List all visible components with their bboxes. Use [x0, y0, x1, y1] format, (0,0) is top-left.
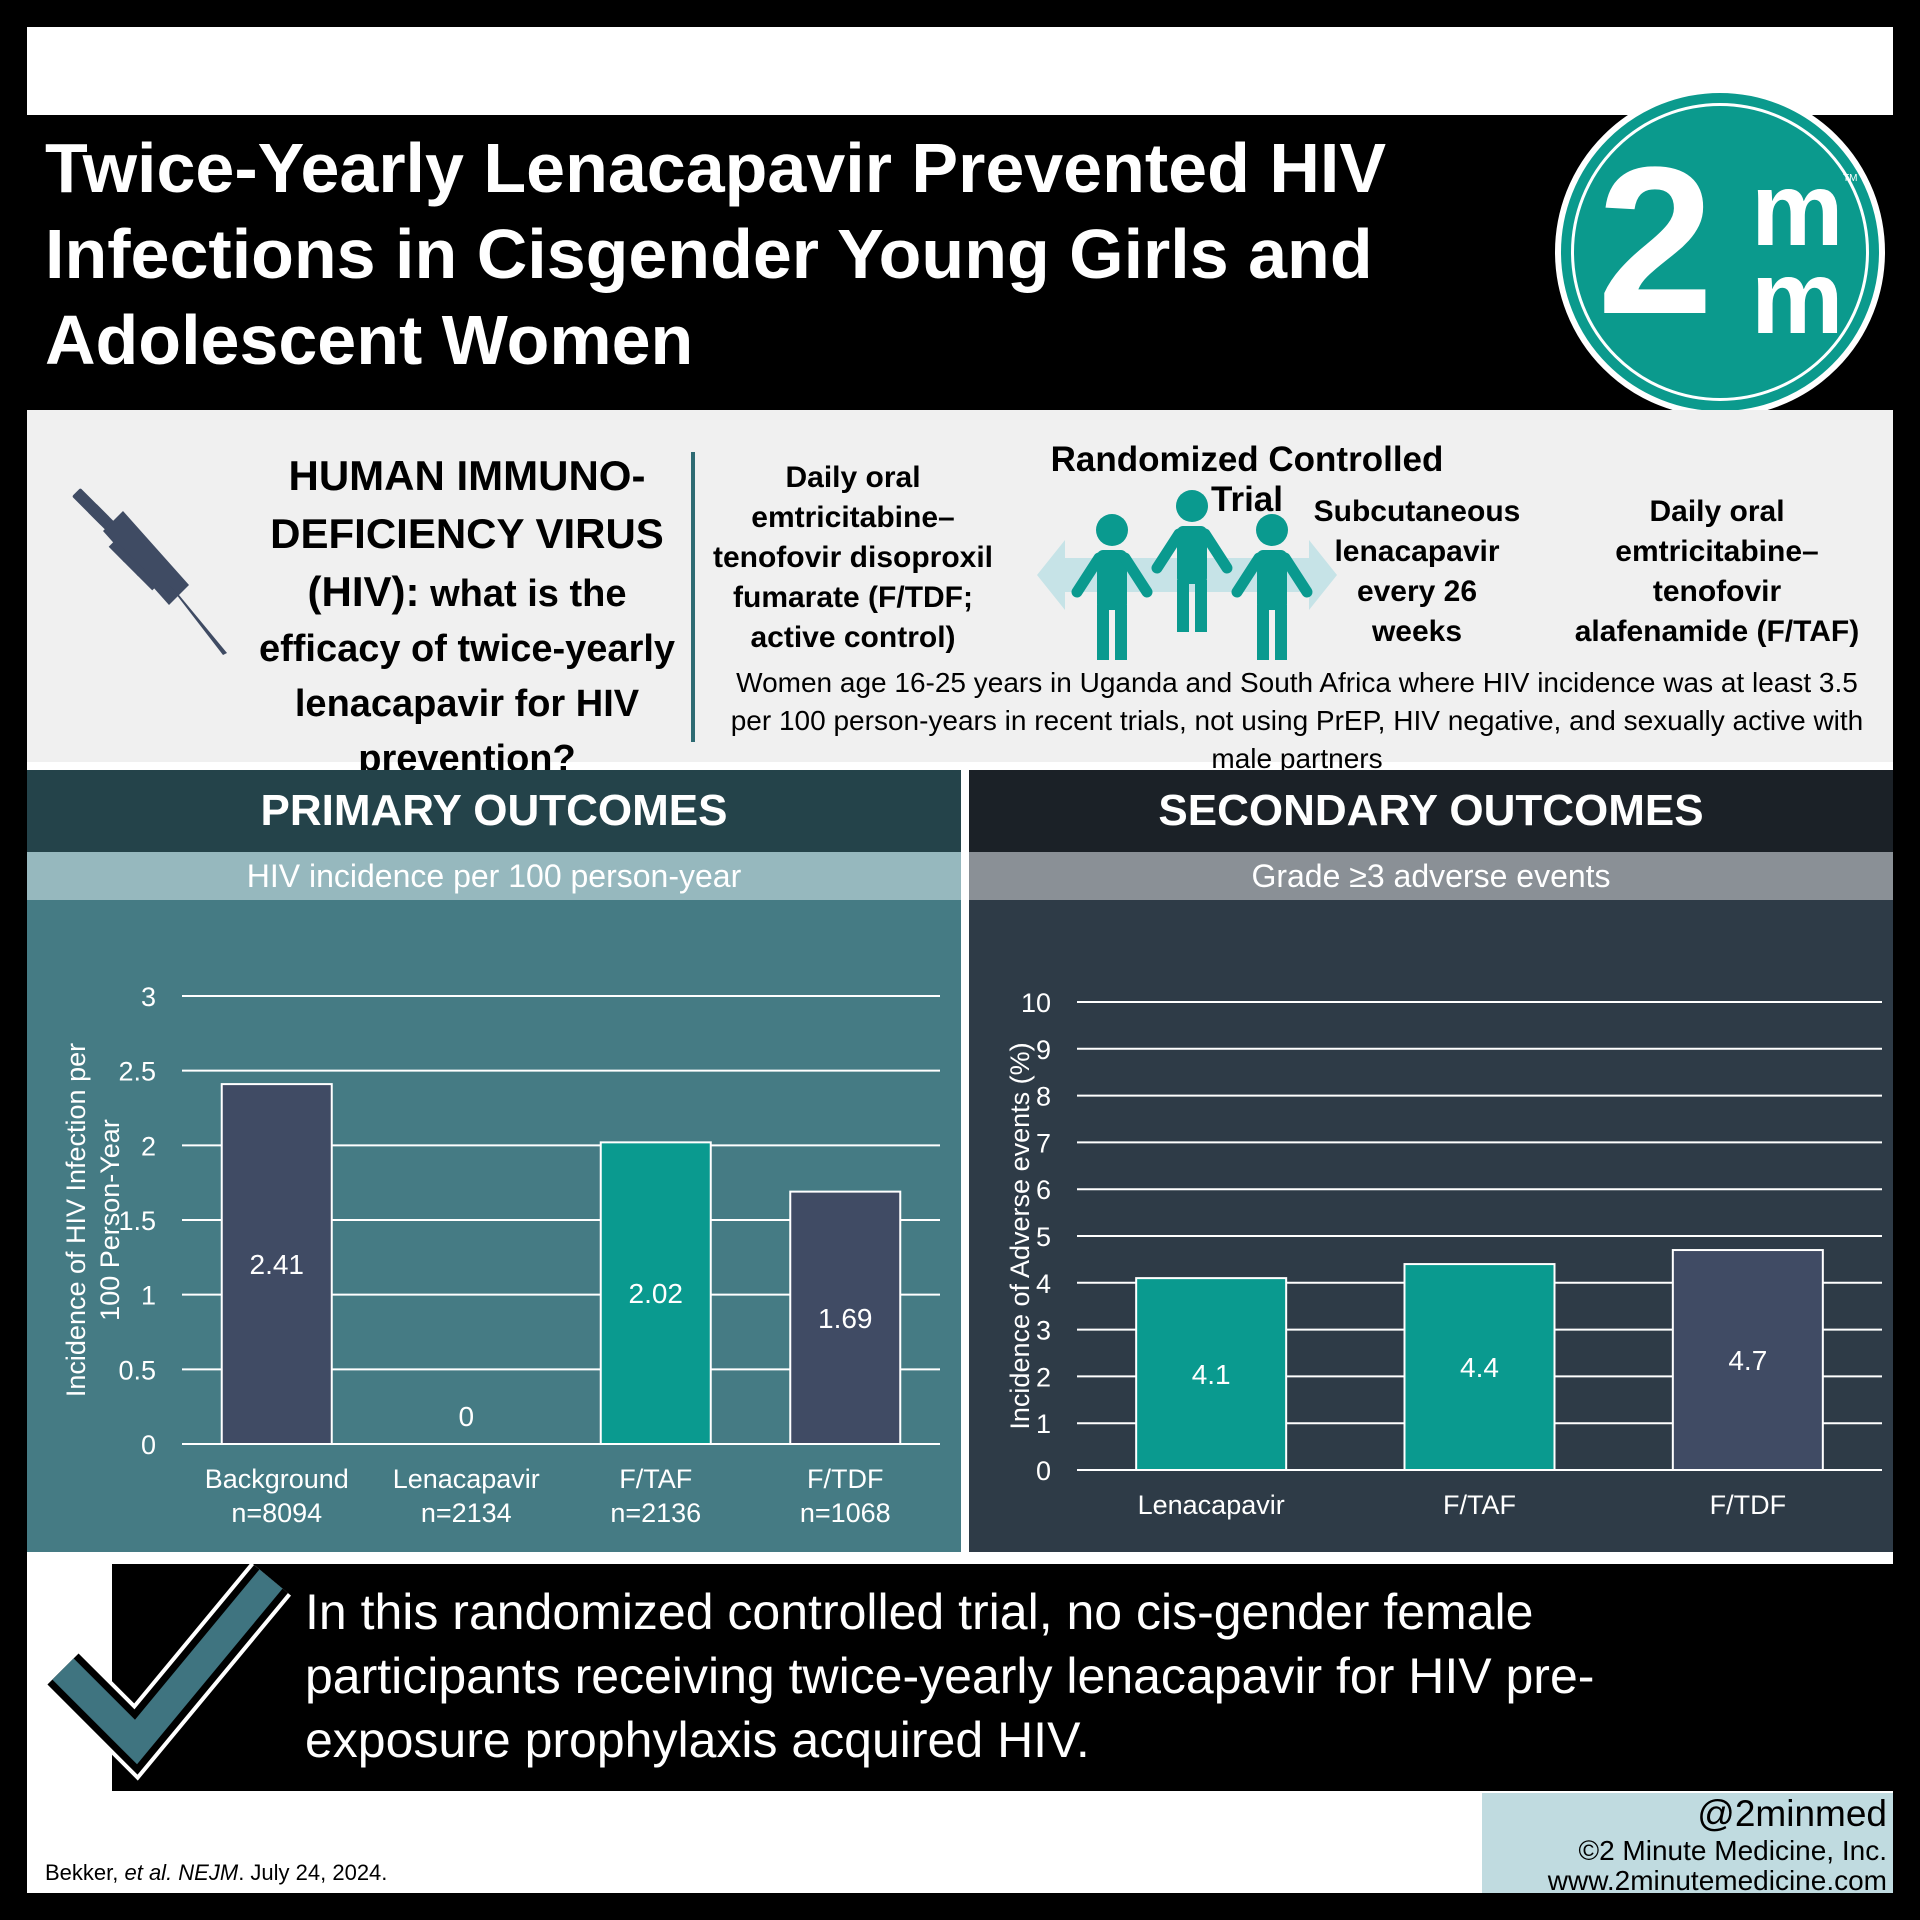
logo-ring [1571, 103, 1869, 401]
secondary-ytick-label: 7 [1036, 1128, 1051, 1158]
info-divider [691, 452, 695, 742]
citation-author: Bekker, [45, 1860, 125, 1885]
arm-ftdf: Daily oral emtricitabine–tenofovir disop… [712, 461, 994, 654]
conclusion-text: In this randomized controlled trial, no … [305, 1584, 1595, 1768]
population-description: Women age 16-25 years in Uganda and Sout… [730, 667, 1864, 774]
conclusion-banner: In this randomized controlled trial, no … [112, 1564, 1893, 1791]
primary-ytick-label: 1 [141, 1281, 156, 1311]
social-handle: @2minmed [1697, 1793, 1887, 1834]
primary-yaxis-title: Incidence of HIV Infection per [61, 1043, 91, 1397]
secondary-outcomes-subheading: Grade ≥3 adverse events [969, 852, 1893, 900]
secondary-category-label: F/TDF [1710, 1490, 1786, 1520]
study-design: Randomized Controlled Trial [1050, 440, 1444, 519]
primary-outcomes-subheading: HIV incidence per 100 person-year [27, 852, 961, 900]
primary-category-label: Lenacapavir [393, 1464, 540, 1494]
study-info-panel: HUMAN IMMUNO-DEFICIENCY VIRUS (HIV): wha… [27, 410, 1893, 780]
secondary-bar-f-taf [1403, 1263, 1556, 1471]
primary-bar-background [220, 1083, 333, 1446]
secondary-ytick-label: 10 [1021, 988, 1051, 1018]
primary-ytick-label: 0.5 [118, 1355, 156, 1385]
citation: Bekker, et al. NEJM. July 24, 2024. [45, 1860, 387, 1886]
primary-ytick-label: 1.5 [118, 1206, 156, 1236]
primary-category-label: Background [205, 1464, 349, 1494]
secondary-category-label: Lenacapavir [1138, 1490, 1285, 1520]
primary-category-sublabel: n=8094 [231, 1498, 322, 1528]
secondary-bar-lenacapavir [1135, 1277, 1288, 1471]
secondary-data-label: 4.1 [1192, 1359, 1231, 1390]
secondary-ytick-label: 1 [1036, 1409, 1051, 1439]
secondary-yaxis-title: Incidence of Adverse events (%) [1005, 1042, 1035, 1429]
website-url[interactable]: www.2minutemedicine.com [1547, 1865, 1887, 1896]
primary-data-label: 2.41 [250, 1249, 305, 1280]
arm-ftaf: Daily oral emtricitabine–tenofovir alafe… [1574, 495, 1860, 648]
primary-data-label: 2.02 [629, 1278, 684, 1309]
primary-yaxis-title: 100 Person-Year [95, 1119, 125, 1321]
primary-category-sublabel: n=1068 [800, 1498, 891, 1528]
logo-letter-top: m [1751, 152, 1844, 268]
primary-ytick-label: 2.5 [118, 1057, 156, 1087]
page-title: Twice-Yearly Lenacapavir Prevented HIV I… [45, 129, 1387, 379]
copyright-notice: ©2 Minute Medicine, Inc. [1578, 1835, 1887, 1866]
logo-trademark: TM [1843, 173, 1858, 184]
research-question: HUMAN IMMUNO-DEFICIENCY VIRUS (HIV): wha… [232, 448, 702, 787]
secondary-data-label: 4.7 [1728, 1345, 1767, 1376]
logo-letter-bottom: m [1751, 240, 1844, 356]
secondary-ytick-label: 4 [1036, 1269, 1051, 1299]
citation-journal: et al. NEJM [124, 1860, 239, 1885]
primary-category-sublabel: n=2136 [610, 1498, 701, 1528]
primary-category-label: F/TAF [619, 1464, 692, 1494]
arm-lenacapavir: Subcutaneous lenacapavir every 26 weeks [1313, 495, 1521, 648]
checkmark-icon [44, 1562, 292, 1781]
secondary-ytick-label: 0 [1036, 1456, 1051, 1486]
primary-bar-f-tdf [789, 1190, 902, 1446]
logo-digit: 2 [1597, 123, 1714, 358]
secondary-bar-chart: 0 1 2 3 4 5 6 7 8 9 10 4.1 Lenacapavir 4.4 F/TAF 4.7 F/T… [1005, 988, 1882, 1520]
secondary-ytick-label: 9 [1036, 1035, 1051, 1065]
primary-category-sublabel: n=2134 [421, 1498, 512, 1528]
syringe-icon [72, 488, 227, 655]
question-prefix: HUMAN IMMUNO-DEFICIENCY VIRUS (HIV): [270, 452, 664, 615]
secondary-ytick-label: 3 [1036, 1316, 1051, 1346]
secondary-ytick-label: 8 [1036, 1082, 1051, 1112]
secondary-outcomes-heading: SECONDARY OUTCOMES [969, 770, 1893, 852]
citation-date: . July 24, 2024. [238, 1860, 388, 1885]
primary-bar-chart: 0 0.5 1 1.5 2 2.5 3 2.41 Background n=8094 0 Lenaca… [61, 982, 940, 1528]
primary-data-label: 1.69 [818, 1303, 873, 1334]
footer-branding: @2minmed ©2 Minute Medicine, Inc. www.2m… [1482, 1793, 1893, 1896]
secondary-outcomes-panel: SECONDARY OUTCOMES Grade ≥3 adverse even… [969, 770, 1893, 1552]
secondary-category-label: F/TAF [1443, 1490, 1516, 1520]
primary-ytick-label: 0 [141, 1430, 156, 1460]
infographic-frame: Twice-Yearly Lenacapavir Prevented HIV I… [27, 27, 1893, 1896]
primary-outcomes-heading: PRIMARY OUTCOMES [27, 770, 961, 852]
primary-outcomes-panel: PRIMARY OUTCOMES HIV incidence per 100 p… [27, 770, 961, 1552]
primary-category-label: F/TDF [807, 1464, 883, 1494]
people-icon [1037, 490, 1337, 660]
secondary-ytick-label: 2 [1036, 1362, 1051, 1392]
brand-logo: 2 m m TM [1555, 87, 1885, 417]
primary-ytick-label: 3 [141, 982, 156, 1012]
primary-data-label: 0 [458, 1401, 474, 1432]
secondary-ytick-label: 6 [1036, 1175, 1051, 1205]
secondary-data-label: 4.4 [1460, 1352, 1499, 1383]
primary-bar-f-taf [599, 1141, 712, 1445]
secondary-ytick-label: 5 [1036, 1222, 1051, 1252]
primary-ytick-label: 2 [141, 1131, 156, 1161]
secondary-bar-f-tdf [1671, 1249, 1824, 1472]
